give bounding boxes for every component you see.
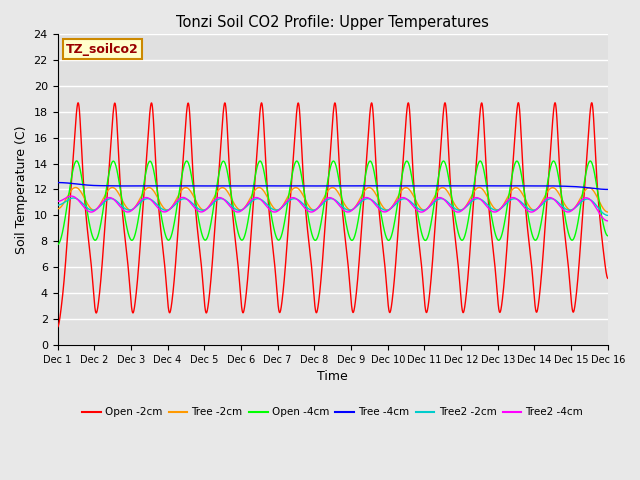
Tree2 -2cm — [172, 201, 179, 207]
Open -2cm — [387, 309, 394, 315]
Tree2 -4cm — [207, 201, 215, 206]
Tree2 -4cm — [604, 218, 612, 224]
Open -4cm — [73, 158, 81, 164]
Open -2cm — [54, 324, 61, 330]
Tree -2cm — [172, 198, 179, 204]
Open -2cm — [604, 275, 611, 281]
Open -4cm — [604, 233, 611, 239]
Tree -2cm — [396, 190, 404, 196]
Tree -2cm — [476, 185, 483, 191]
Line: Tree2 -4cm: Tree2 -4cm — [58, 196, 608, 221]
Open -2cm — [515, 100, 522, 106]
Legend: Open -2cm, Tree -2cm, Open -4cm, Tree -4cm, Tree2 -2cm, Tree2 -4cm: Open -2cm, Tree -2cm, Open -4cm, Tree -4… — [78, 403, 588, 421]
Line: Tree -2cm: Tree -2cm — [58, 188, 608, 212]
Tree -4cm — [604, 187, 612, 192]
Tree -2cm — [207, 200, 215, 205]
Tree2 -4cm — [387, 206, 394, 212]
Open -2cm — [552, 102, 559, 108]
Open -4cm — [604, 233, 612, 239]
Tree -4cm — [387, 183, 394, 189]
Tree -2cm — [387, 206, 394, 212]
Tree2 -4cm — [552, 198, 559, 204]
Open -4cm — [172, 213, 179, 218]
Tree -2cm — [604, 209, 612, 215]
Tree -4cm — [207, 183, 215, 189]
Open -4cm — [54, 242, 61, 248]
Tree2 -4cm — [67, 193, 75, 199]
Tree -4cm — [396, 183, 404, 189]
Open -2cm — [207, 274, 215, 279]
Line: Tree2 -2cm: Tree2 -2cm — [58, 198, 608, 216]
Tree -4cm — [604, 187, 611, 192]
Title: Tonzi Soil CO2 Profile: Upper Temperatures: Tonzi Soil CO2 Profile: Upper Temperatur… — [176, 15, 489, 30]
Tree2 -2cm — [396, 197, 404, 203]
Tree2 -4cm — [172, 200, 179, 205]
Open -2cm — [396, 203, 404, 208]
Tree2 -2cm — [604, 213, 612, 218]
Open -2cm — [172, 263, 179, 268]
Tree -2cm — [552, 186, 559, 192]
Tree2 -4cm — [54, 199, 61, 204]
Tree -2cm — [604, 209, 611, 215]
Open -4cm — [387, 236, 394, 241]
Line: Open -2cm: Open -2cm — [58, 103, 608, 327]
X-axis label: Time: Time — [317, 370, 348, 384]
Tree2 -2cm — [70, 195, 77, 201]
Tree -4cm — [172, 183, 179, 189]
Tree -4cm — [54, 180, 61, 185]
Tree2 -2cm — [54, 202, 61, 208]
Tree2 -2cm — [552, 197, 559, 203]
Tree2 -4cm — [604, 218, 611, 224]
Line: Open -4cm: Open -4cm — [58, 161, 608, 245]
Tree2 -2cm — [387, 206, 394, 212]
Y-axis label: Soil Temperature (C): Soil Temperature (C) — [15, 125, 28, 254]
Open -4cm — [207, 218, 215, 224]
Tree2 -2cm — [207, 202, 215, 208]
Tree2 -4cm — [396, 195, 404, 201]
Tree2 -2cm — [604, 213, 611, 218]
Open -4cm — [396, 185, 404, 191]
Tree -4cm — [552, 183, 559, 189]
Open -2cm — [604, 276, 612, 281]
Tree -2cm — [54, 206, 61, 212]
Line: Tree -4cm: Tree -4cm — [58, 182, 608, 190]
Open -4cm — [552, 161, 559, 167]
Text: TZ_soilco2: TZ_soilco2 — [66, 43, 138, 56]
